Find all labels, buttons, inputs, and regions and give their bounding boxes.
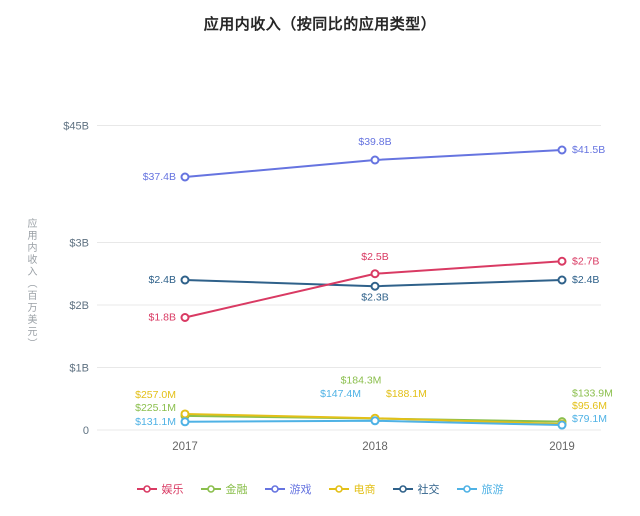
y-tick-label: $3B xyxy=(69,238,89,250)
data-label-游戏: $37.4B xyxy=(143,171,176,183)
data-point-旅游[interactable] xyxy=(557,420,567,430)
legend-item-社交[interactable]: 社交 xyxy=(392,481,440,497)
data-point-娱乐[interactable] xyxy=(557,256,567,266)
data-label-金融: $133.9M xyxy=(572,388,613,400)
data-label-娱乐: $2.7B xyxy=(572,255,599,267)
data-point-社交[interactable] xyxy=(557,275,567,285)
data-point-社交[interactable] xyxy=(370,281,380,291)
data-label-游戏: $41.5B xyxy=(572,144,605,156)
data-label-电商: $188.1M xyxy=(386,388,427,400)
legend-marker-icon xyxy=(328,485,349,493)
data-point-娱乐[interactable] xyxy=(180,313,190,322)
data-point-游戏[interactable] xyxy=(180,172,190,182)
data-label-社交: $2.4B xyxy=(149,274,176,286)
data-label-娱乐: $2.5B xyxy=(361,251,388,263)
data-label-金融: $184.3M xyxy=(341,374,382,386)
data-label-社交: $2.3B xyxy=(361,291,388,303)
legend-label: 旅游 xyxy=(481,484,504,496)
legend-marker-icon xyxy=(264,485,285,493)
data-point-娱乐[interactable] xyxy=(370,269,380,279)
legend-marker-icon xyxy=(456,485,477,493)
data-point-游戏[interactable] xyxy=(557,145,567,155)
legend-marker-icon xyxy=(392,485,413,493)
data-label-娱乐: $1.8B xyxy=(149,312,176,324)
x-tick-label: 2019 xyxy=(549,441,575,453)
legend-label: 娱乐 xyxy=(161,484,184,496)
legend-item-旅游[interactable]: 旅游 xyxy=(456,481,504,497)
data-label-金融: $225.1M xyxy=(135,402,176,414)
data-label-旅游: $147.4M xyxy=(320,388,361,400)
legend-label: 金融 xyxy=(225,484,248,496)
data-point-电商[interactable] xyxy=(180,409,190,419)
legend-item-金融[interactable]: 金融 xyxy=(200,481,248,497)
data-label-电商: $257.0M xyxy=(135,389,176,401)
y-tick-label: 0 xyxy=(83,425,89,437)
y-tick-label: $45B xyxy=(63,121,89,133)
data-label-旅游: $79.1M xyxy=(572,413,607,425)
data-label-游戏: $39.8B xyxy=(358,136,391,148)
x-tick-label: 2017 xyxy=(172,441,198,453)
legend-label: 电商 xyxy=(353,484,376,496)
legend-item-游戏[interactable]: 游戏 xyxy=(264,481,312,497)
legend: 娱乐 金融 游戏 电商 社交 旅游 xyxy=(0,481,640,497)
y-axis-title: 应用内收入（百万美元） xyxy=(25,218,36,350)
data-label-电商: $95.6M xyxy=(572,400,607,412)
data-label-社交: $2.4B xyxy=(572,274,599,286)
legend-label: 社交 xyxy=(417,484,440,496)
legend-marker-icon xyxy=(200,485,221,493)
y-tick-label: $2B xyxy=(69,300,89,312)
legend-label: 游戏 xyxy=(289,484,312,496)
legend-marker-icon xyxy=(136,485,157,493)
legend-item-电商[interactable]: 电商 xyxy=(328,481,376,497)
data-point-旅游[interactable] xyxy=(370,416,380,426)
x-tick-label: 2018 xyxy=(362,441,388,453)
data-point-旅游[interactable] xyxy=(180,417,190,427)
data-point-游戏[interactable] xyxy=(370,155,380,165)
chart-title: 应用内收入（按同比的应用类型） xyxy=(203,16,437,33)
legend-item-娱乐[interactable]: 娱乐 xyxy=(136,481,184,497)
y-tick-label: $1B xyxy=(69,363,89,375)
data-label-旅游: $131.1M xyxy=(135,416,176,428)
data-point-社交[interactable] xyxy=(180,275,190,285)
